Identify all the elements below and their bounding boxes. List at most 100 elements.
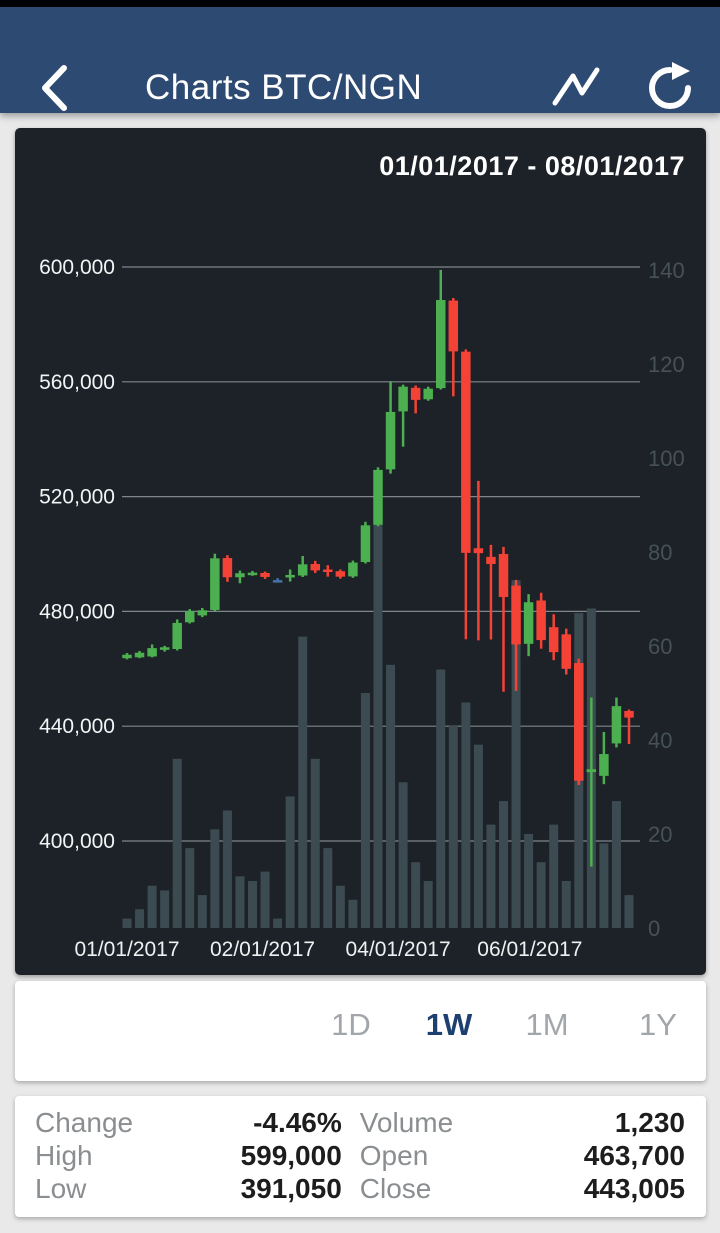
volume-bar <box>549 824 559 928</box>
candle-body <box>461 351 471 553</box>
volume-bar <box>461 702 471 928</box>
stat-row-high: High 599,000 <box>35 1140 342 1173</box>
price-tick-label: 480,000 <box>39 600 115 623</box>
candle-body <box>247 572 258 576</box>
candle-body <box>523 602 534 644</box>
volume-bar <box>561 881 571 928</box>
stats-panel: Change -4.46% Volume 1,230 High 599,000 Open 46… <box>15 1096 706 1217</box>
volume-tick-label: 100 <box>648 446 685 471</box>
volume-tick-label: 40 <box>648 728 672 753</box>
stat-label: Change <box>35 1107 134 1138</box>
chevron-left-icon <box>42 65 67 111</box>
stat-row-change: Change -4.46% <box>35 1107 342 1140</box>
candle-body <box>586 769 597 773</box>
candle-body <box>574 663 584 781</box>
volume-tick-label: 120 <box>648 352 685 377</box>
volume-tick-label: 20 <box>648 822 672 847</box>
candle-body <box>398 386 408 412</box>
stat-value: 463,700 <box>583 1140 685 1171</box>
date-range-label: 01/01/2017 - 08/01/2017 <box>379 151 685 181</box>
volume-bar <box>323 848 333 928</box>
price-tick-label: 520,000 <box>39 486 115 509</box>
candlestick-chart[interactable]: 600,000 560,000 520,000 480,000 440,000 400,0… <box>15 128 706 975</box>
x-axis-label: 02/01/2017 <box>210 938 315 961</box>
candle-body <box>222 558 233 578</box>
stat-value: -4.46% <box>253 1107 342 1138</box>
period-button-1m[interactable]: 1M <box>525 1007 569 1042</box>
candle-body <box>134 652 145 658</box>
refresh-icon <box>649 62 691 109</box>
volume-bar <box>499 801 508 928</box>
volume-bar <box>248 881 257 928</box>
stat-label: Close <box>359 1173 432 1204</box>
candle-body <box>260 572 270 577</box>
volume-bar <box>486 824 496 928</box>
candle-body <box>548 627 559 653</box>
volume-bar <box>611 801 621 928</box>
candle-body <box>385 411 396 470</box>
candle-body <box>172 622 182 649</box>
candle-body <box>536 600 546 641</box>
volume-bar <box>172 758 182 928</box>
volume-tick-label: 0 <box>648 916 660 941</box>
volume-bar <box>398 782 408 928</box>
volume-bar <box>147 885 157 928</box>
price-tick-label: 600,000 <box>39 256 115 279</box>
chart-canvas: 600,000 560,000 520,000 480,000 440,000 400,0… <box>39 256 685 961</box>
back-button[interactable] <box>28 60 84 116</box>
volume-bar <box>524 834 534 928</box>
app-bar: Charts BTC/NGN <box>0 7 720 113</box>
volume-bar <box>122 918 132 928</box>
candle-body <box>235 573 245 578</box>
price-tick-label: 400,000 <box>39 830 115 853</box>
candle-body <box>410 387 421 400</box>
candle-body <box>373 469 383 525</box>
candle-body <box>473 548 484 554</box>
x-axis-label: 04/01/2017 <box>346 938 451 961</box>
candle-body <box>147 648 157 657</box>
candle-body <box>348 562 358 577</box>
x-axis-label: 06/01/2017 <box>477 938 582 961</box>
stats-grid: Change -4.46% Volume 1,230 High 599,000 Open 46… <box>35 1107 685 1206</box>
volume-bar <box>335 885 345 928</box>
volume-bar <box>222 810 232 928</box>
candle-body <box>511 585 521 645</box>
stat-value: 443,005 <box>583 1173 685 1204</box>
period-selector: 1D 1W 1M 1Y <box>15 981 706 1081</box>
period-button-1y[interactable]: 1Y <box>639 1007 677 1042</box>
volume-bar <box>197 895 207 928</box>
stat-value: 391,050 <box>240 1173 342 1204</box>
period-button-1d[interactable]: 1D <box>331 1007 371 1042</box>
candle-body <box>272 580 283 583</box>
candle-body <box>624 710 634 718</box>
stat-row-volume: Volume 1,230 <box>360 1107 685 1140</box>
volume-bar <box>373 514 383 928</box>
candle-body <box>498 554 509 598</box>
candle-body <box>185 611 195 623</box>
candle-body <box>310 564 320 571</box>
candle-body <box>285 574 295 578</box>
candle-body <box>611 706 622 744</box>
volume-bar <box>310 758 320 928</box>
candle-body <box>297 564 308 576</box>
volume-bar <box>599 843 609 928</box>
volume-bar <box>536 862 546 928</box>
period-button-1w[interactable]: 1W <box>425 1007 473 1042</box>
refresh-button[interactable] <box>642 60 698 116</box>
candle-body <box>159 647 170 650</box>
stat-row-low: Low 391,050 <box>35 1173 342 1206</box>
stat-value: 1,230 <box>614 1107 685 1138</box>
volume-tick-label: 140 <box>648 258 685 283</box>
volume-bar <box>448 725 458 928</box>
volume-bar <box>411 862 421 928</box>
candle-body <box>210 558 220 610</box>
volume-tick-label: 60 <box>648 634 672 659</box>
stat-label: Low <box>35 1173 87 1204</box>
volume-bar <box>210 829 220 928</box>
price-tick-label: 440,000 <box>39 715 115 738</box>
volume-bar <box>436 669 446 928</box>
volume-bar <box>473 744 483 928</box>
candle-body <box>486 556 496 565</box>
chart-type-button[interactable] <box>547 60 603 116</box>
